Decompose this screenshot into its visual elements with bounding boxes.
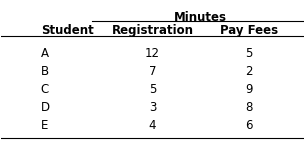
Text: D: D xyxy=(41,101,50,114)
Text: 2: 2 xyxy=(246,65,253,78)
Text: E: E xyxy=(41,119,48,132)
Text: 8: 8 xyxy=(246,101,253,114)
Text: Minutes: Minutes xyxy=(174,11,227,24)
Text: Pay Fees: Pay Fees xyxy=(220,24,278,36)
Text: Student: Student xyxy=(41,24,93,36)
Text: C: C xyxy=(41,83,49,96)
Text: 6: 6 xyxy=(246,119,253,132)
Text: 7: 7 xyxy=(149,65,156,78)
Text: 9: 9 xyxy=(246,83,253,96)
Text: 5: 5 xyxy=(246,47,253,60)
Text: 3: 3 xyxy=(149,101,156,114)
Text: Registration: Registration xyxy=(112,24,193,36)
Text: 4: 4 xyxy=(149,119,156,132)
Text: A: A xyxy=(41,47,49,60)
Text: 5: 5 xyxy=(149,83,156,96)
Text: B: B xyxy=(41,65,49,78)
Text: 12: 12 xyxy=(145,47,160,60)
